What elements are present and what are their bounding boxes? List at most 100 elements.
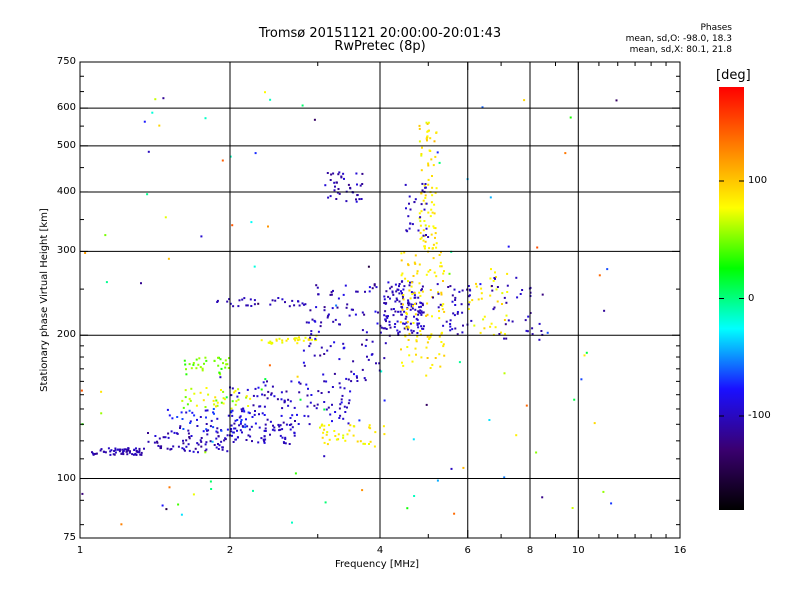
scatter-point (453, 288, 456, 291)
scatter-point (230, 424, 233, 427)
scatter-point (408, 332, 411, 335)
scatter-point (147, 440, 150, 443)
scatter-point (349, 424, 352, 427)
scatter-point (154, 98, 157, 101)
scatter-point (406, 308, 409, 310)
scatter-point (389, 297, 391, 300)
scatter-point (164, 436, 167, 439)
scatter-point (336, 306, 339, 309)
scatter-point (281, 436, 284, 439)
scatter-point (573, 398, 576, 401)
scatter-point (409, 222, 412, 225)
scatter-point (173, 431, 176, 434)
scatter-point (254, 410, 256, 412)
scatter-point (346, 433, 349, 436)
scatter-point (261, 412, 264, 415)
scatter-point (374, 310, 377, 313)
scatter-point (507, 245, 510, 248)
scatter-point (309, 342, 312, 345)
scatter-point (345, 306, 348, 309)
scatter-point (215, 405, 217, 408)
scatter-point (180, 513, 183, 516)
scatter-point (364, 344, 367, 347)
scatter-point (524, 319, 527, 322)
scatter-point (237, 305, 240, 308)
scatter-point (368, 286, 371, 289)
scatter-point (433, 227, 436, 229)
scatter-point (308, 423, 311, 426)
scatter-point (195, 404, 198, 407)
scatter-point (294, 337, 297, 340)
scatter-point (425, 403, 428, 406)
scatter-point (187, 429, 190, 432)
scatter-point (427, 162, 430, 165)
scatter-point (454, 304, 457, 306)
scatter-point (344, 411, 347, 413)
scatter-point (338, 192, 341, 195)
scatter-point (363, 377, 366, 380)
scatter-point (418, 263, 421, 266)
scatter-point (441, 304, 444, 307)
scatter-point (185, 368, 187, 371)
scatter-point (432, 164, 435, 167)
scatter-point (158, 437, 161, 440)
scatter-point (407, 215, 410, 218)
scatter-point (417, 296, 420, 299)
scatter-point (409, 208, 412, 211)
scatter-point (332, 172, 335, 175)
scatter-point (408, 354, 411, 357)
scatter-point (204, 117, 207, 120)
scatter-point (283, 442, 286, 444)
scatter-point (475, 282, 477, 285)
scatter-point (263, 414, 266, 416)
scatter-point (288, 424, 291, 426)
scatter-point (280, 414, 283, 417)
scatter-point (224, 359, 227, 362)
scatter-point (280, 391, 283, 394)
scatter-point (503, 296, 506, 299)
scatter-point (374, 431, 377, 434)
scatter-point (408, 195, 411, 198)
scatter-point (348, 314, 351, 317)
scatter-point (179, 427, 181, 429)
scatter-point (332, 289, 334, 292)
scatter-point (207, 393, 210, 396)
scatter-point (421, 189, 424, 192)
scatter-point (470, 319, 473, 322)
scatter-point (494, 277, 496, 280)
scatter-point (569, 116, 572, 119)
scatter-point (432, 296, 434, 299)
scatter-point (264, 430, 267, 432)
scatter-point (355, 200, 358, 203)
scatter-point (316, 403, 319, 406)
scatter-point (368, 443, 370, 445)
scatter-point (516, 296, 519, 299)
scatter-point (421, 302, 424, 305)
scatter-point (190, 367, 193, 370)
scatter-point (456, 312, 459, 315)
scatter-point (229, 410, 232, 413)
scatter-point (326, 349, 329, 352)
scatter-point (334, 435, 337, 437)
scatter-point (493, 306, 496, 309)
scatter-point (414, 313, 417, 316)
scatter-point (504, 323, 507, 326)
scatter-point (460, 303, 463, 306)
scatter-point (280, 398, 283, 401)
scatter-point (420, 154, 423, 157)
scatter-point (233, 427, 236, 430)
scatter-point (404, 183, 407, 186)
scatter-point (100, 390, 103, 393)
x-tick-label: 6 (464, 545, 471, 556)
scatter-point (302, 349, 305, 352)
y-tick-label: 300 (56, 245, 76, 257)
scatter-point (424, 245, 426, 248)
scatter-point (338, 171, 341, 174)
scatter-point (428, 338, 431, 340)
scatter-point (305, 321, 308, 324)
scatter-point (293, 432, 296, 435)
scatter-point (196, 442, 199, 445)
scatter-point (376, 322, 379, 325)
scatter-point (338, 323, 341, 326)
